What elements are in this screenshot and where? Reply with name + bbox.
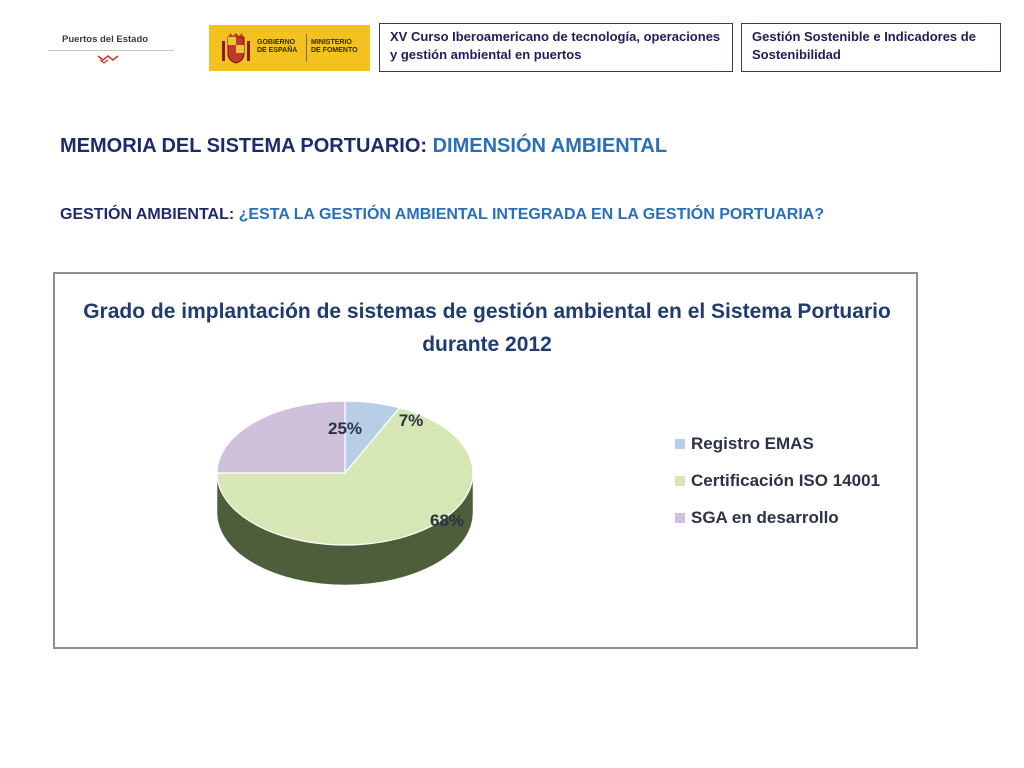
ministerio-line-2: DE FOMENTO xyxy=(311,47,358,54)
pie-data-label: 68% xyxy=(430,511,464,530)
puertos-logo-rule xyxy=(48,50,174,51)
puertos-logo-mark xyxy=(97,54,119,64)
page-subtitle-prefix: GESTIÓN AMBIENTAL: xyxy=(60,206,239,223)
page-subtitle: GESTIÓN AMBIENTAL: ¿ESTA LA GESTIÓN AMBI… xyxy=(60,206,824,224)
pie-slice-1 xyxy=(216,407,474,546)
legend-swatch xyxy=(675,513,685,523)
gobierno-line-1: GOBIERNO xyxy=(257,39,296,46)
coat-of-arms-icon xyxy=(222,33,250,64)
page-subtitle-highlight: ¿ESTA LA GESTIÓN AMBIENTAL INTEGRADA EN … xyxy=(238,206,825,223)
topic-title-box: Gestión Sostenible e Indicadores de Sost… xyxy=(741,23,1001,72)
gobierno-espana-logo: GOBIERNO DE ESPAÑA MINISTERIO DE FOMENTO xyxy=(209,25,370,71)
puertos-del-estado-logo: Puertos del Estado xyxy=(48,28,174,66)
ministerio-line-1: MINISTERIO xyxy=(311,39,352,46)
legend-label: Certificación ISO 14001 xyxy=(691,471,880,490)
legend-swatch xyxy=(675,439,685,449)
course-title-box: XV Curso Iberoamericano de tecnología, o… xyxy=(379,23,733,72)
legend-swatch xyxy=(675,476,685,486)
page-title: MEMORIA DEL SISTEMA PORTUARIO: DIMENSIÓN… xyxy=(60,135,667,158)
chart-title-line: durante 2012 xyxy=(422,333,552,356)
logo-divider xyxy=(306,34,307,62)
pie-data-label: 25% xyxy=(328,419,362,438)
gobierno-line-2: DE ESPAÑA xyxy=(257,47,298,54)
pie-chart-frame: Grado de implantación de sistemas de ges… xyxy=(53,272,918,649)
page-title-prefix: MEMORIA DEL SISTEMA PORTUARIO: xyxy=(60,135,433,157)
page-title-highlight: DIMENSIÓN AMBIENTAL xyxy=(432,135,668,157)
chart-title-line: Grado de implantación de sistemas de ges… xyxy=(83,300,891,323)
legend-label: Registro EMAS xyxy=(691,434,814,453)
pie-chart: Grado de implantación de sistemas de ges… xyxy=(83,300,891,586)
pie-data-label: 7% xyxy=(399,411,424,430)
pie-slice-2 xyxy=(216,400,346,474)
legend-label: SGA en desarrollo xyxy=(691,508,839,527)
puertos-logo-text: Puertos del Estado xyxy=(62,34,149,45)
